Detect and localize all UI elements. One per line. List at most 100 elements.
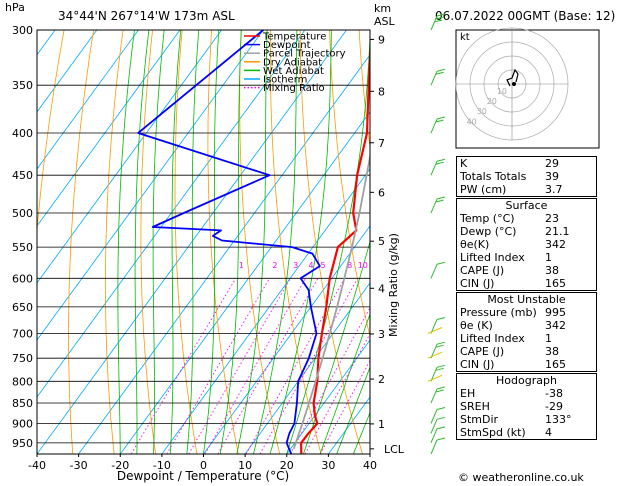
km-tick-label: 6 — [378, 186, 385, 199]
isotherm-line — [161, 168, 370, 454]
km-label: km — [374, 2, 391, 15]
table-row: Pressure (mb) 995 — [457, 306, 597, 319]
wind-barb-flag — [436, 407, 446, 410]
mixing-ratio-label: 10 — [358, 261, 368, 270]
wind-barb — [430, 196, 446, 214]
wind-barb — [430, 341, 446, 359]
table-row: CAPE (J) 38 — [457, 345, 597, 358]
isotherm-line — [37, 30, 264, 341]
location-title: 34°44'N 267°14'W 173m ASL — [58, 9, 235, 23]
index-label: PW (cm) — [460, 183, 507, 196]
isotherm-line — [37, 30, 306, 398]
wind-barb-flag — [436, 261, 446, 265]
temperature-line — [300, 37, 370, 454]
wind-barb-aux — [427, 374, 443, 382]
mixing-ratio-line — [204, 278, 307, 454]
dry-adiabat-line — [299, 30, 363, 454]
pressure-tick-label: 900 — [12, 418, 33, 431]
wind-barb-shaft — [430, 388, 438, 404]
hodograph-ring-label: 10 — [497, 87, 507, 96]
wind-barb-aux — [427, 327, 443, 334]
wind-barb-flag — [436, 316, 446, 320]
hpa-label: hPa — [5, 1, 25, 14]
pressure-tick-label: 750 — [12, 352, 33, 365]
wind-barb-flag — [435, 199, 444, 203]
wet-adiabat-line — [253, 30, 298, 454]
wet-adiabat-line — [219, 30, 242, 454]
pressure-tick-label: 850 — [12, 397, 33, 410]
wind-barb — [430, 386, 446, 404]
x-tick-label: 30 — [321, 459, 335, 472]
mixing-ratio-label: 8 — [347, 261, 352, 270]
index-value: 165 — [545, 358, 566, 371]
table-row: K 29 — [457, 157, 597, 171]
hodograph-storm-motion — [512, 82, 516, 86]
x-tick-label: 10 — [238, 459, 252, 472]
table-title: Hodograph — [496, 374, 557, 387]
wind-barb-flag — [435, 367, 444, 371]
table-row: Lifted Index 1 — [457, 332, 597, 345]
x-tick-label: 0 — [200, 459, 207, 472]
asl-label: ASL — [374, 15, 396, 28]
index-value: 4 — [545, 426, 552, 439]
index-label: CAPE (J) — [460, 264, 505, 277]
wind-barb — [430, 316, 446, 334]
km-tick-label: 3 — [378, 328, 385, 341]
index-value: -29 — [545, 400, 563, 413]
indices-top-table: K 29 Totals Totals 39 PW (cm) 3.7 — [456, 156, 597, 197]
index-value: 342 — [545, 319, 566, 332]
x-tick-label: -30 — [70, 459, 88, 472]
wind-barb — [430, 158, 446, 176]
wind-barb-flag — [436, 364, 446, 368]
wind-barb — [430, 116, 446, 134]
mixing-ratio-label: 1 — [239, 261, 244, 270]
km-tick-label: 2 — [378, 373, 385, 386]
hodograph-ring-label: 20 — [487, 97, 497, 106]
legend-label: Dry Adiabat — [263, 57, 322, 68]
wind-barb — [430, 407, 446, 424]
mixing-ratio-label: 2 — [272, 261, 277, 270]
wet-adiabat-line — [269, 30, 332, 454]
wind-barbs — [427, 13, 446, 455]
index-label: CIN (J) — [460, 358, 495, 371]
legend-label: Wet Adiabat — [263, 66, 324, 77]
index-value: 342 — [545, 238, 566, 251]
dry-adiabat-line — [140, 30, 156, 454]
pressure-tick-label: 600 — [12, 272, 33, 285]
wind-barb-shaft — [430, 118, 438, 134]
isotherm-line — [37, 30, 98, 113]
dry-adiabat-line — [329, 30, 370, 339]
table-row: Temp (°C) 23 — [457, 212, 597, 225]
wind-barb-flag — [435, 161, 444, 165]
pressure-tick-label: 400 — [12, 127, 33, 140]
hodograph-trace — [506, 68, 519, 87]
index-value: 38 — [545, 264, 559, 277]
table-row: EH -38 — [457, 387, 597, 400]
wind-barb-flag — [436, 437, 446, 441]
wind-barb-shaft — [430, 439, 438, 455]
dry-adiabat-line — [239, 30, 281, 454]
wind-barb-flag — [436, 68, 446, 72]
wind-barb-shaft — [430, 319, 438, 334]
hodograph-ring-label: 40 — [467, 117, 477, 126]
km-tick-label: 7 — [378, 137, 385, 150]
hodograph-ring-label: 30 — [477, 107, 487, 116]
pressure-tick-label: 450 — [12, 169, 33, 182]
wind-barb-flag — [435, 119, 444, 123]
mixing-ratio-axis-label: Mixing Ratio (g/kg) — [387, 233, 400, 337]
dry-adiabat-line — [595, 30, 629, 454]
pressure-tick-label: 300 — [12, 24, 33, 37]
km-tick-label: 9 — [378, 33, 385, 46]
index-label: θe(K) — [460, 238, 490, 251]
index-label: Temp (°C) — [460, 212, 515, 225]
wind-barb-flag — [435, 344, 444, 348]
wind-barb-flag — [436, 386, 446, 390]
wind-barb-shaft — [430, 71, 438, 86]
x-tick-label: -20 — [111, 459, 129, 472]
wind-barb-flag — [436, 158, 446, 162]
wind-barb — [430, 68, 446, 86]
index-value: 995 — [545, 306, 566, 319]
indices-panel: K 29 Totals Totals 39 PW (cm) 3.7 Surface Temp… — [456, 156, 599, 468]
mixing-ratio-label: 20 — [400, 261, 410, 270]
wet-adiabat-line — [303, 240, 370, 454]
